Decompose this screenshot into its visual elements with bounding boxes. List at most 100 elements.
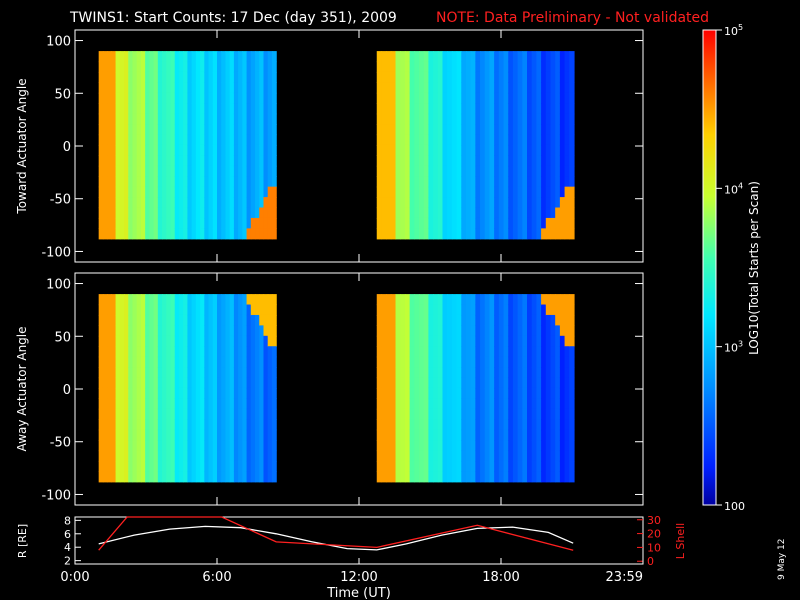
heatmap-cell [419,113,425,125]
heatmap-cell [217,294,222,306]
heatmap-cell [204,228,210,240]
heatmap-cell [174,346,180,358]
heatmap-cell [157,294,163,306]
heatmap-cell [115,71,121,83]
heatmap-cell [545,387,552,399]
heatmap-cell [569,134,575,146]
heatmap-cell [195,134,201,146]
heatmap-cell [564,82,570,94]
heatmap-cell [183,450,189,462]
heatmap-cell [503,304,509,316]
heatmap-cell [153,325,159,337]
heatmap-cell [145,314,150,326]
heatmap-cell [489,186,495,198]
heatmap-cell [208,82,214,94]
heatmap-cell [195,346,201,358]
heatmap-cell [259,377,265,389]
heatmap-cell [153,113,159,125]
heatmap-cell [170,176,176,188]
heatmap-cell [531,144,538,156]
heatmap-cell [390,228,397,240]
heatmap-cell [437,429,444,441]
heatmap-cell [433,103,439,115]
heatmap-cell [162,335,167,347]
heatmap-cell [111,387,117,399]
heatmap-cell [217,325,222,337]
heatmap-cell [136,408,142,420]
heatmap-cell [465,314,472,326]
heatmap-cell [145,460,150,472]
heatmap-cell [559,471,566,483]
heatmap-cell [494,419,500,431]
heatmap-cell [255,155,260,167]
heatmap-cell [404,103,411,115]
heatmap-cell [480,144,486,156]
heatmap-cell [484,124,491,136]
heatmap-cell [559,197,566,209]
heatmap-cell [162,134,167,146]
heatmap-cell [128,429,134,441]
heatmap-cell [376,228,383,240]
heatmap-cell [376,134,383,146]
y-tick-label: 100 [46,278,71,293]
heatmap-cell [119,387,125,399]
heatmap-cell [555,471,561,483]
heatmap-cell [419,228,425,240]
heatmap-cell [522,314,528,326]
heatmap-cell [238,450,243,462]
heatmap-cell [522,460,528,472]
heatmap-cell [465,304,472,316]
heatmap-cell [191,346,197,358]
heatmap-cell [111,207,117,219]
heatmap-cell [178,176,184,188]
heatmap-cell [195,61,201,73]
heatmap-cell [437,134,444,146]
heatmap-cell [409,377,415,389]
heatmap-cell [531,228,538,240]
heatmap-cell [107,134,112,146]
heatmap-cell [162,387,167,399]
heatmap-cell [437,155,444,167]
heatmap-cell [149,186,155,198]
heatmap-cell [419,429,425,441]
heatmap-cell [191,356,197,368]
heatmap-cell [470,155,476,167]
heatmap-cell [149,207,155,219]
heatmap-cell [157,113,163,125]
heatmap-cell [119,367,125,379]
heatmap-cell [381,419,387,431]
heatmap-cell [390,450,397,462]
heatmap-cell [250,124,256,136]
heatmap-cell [124,92,129,104]
heatmap-cell [200,450,205,462]
heatmap-cell [456,71,462,83]
heatmap-cell [437,197,444,209]
heatmap-cell [531,450,538,462]
heatmap-cell [433,71,439,83]
heatmap-cell [480,155,486,167]
heatmap-cell [259,61,265,73]
heatmap-cell [470,176,476,188]
heatmap-cell [508,429,514,441]
heatmap-cell [208,186,214,198]
heatmap-cell [183,429,189,441]
heatmap-cell [212,408,218,420]
heatmap-cell [166,134,172,146]
heatmap-cell [545,367,552,379]
heatmap-cell [555,176,561,188]
heatmap-cell [395,471,401,483]
heatmap-cell [221,450,227,462]
heatmap-cell [149,346,155,358]
heatmap-cell [225,228,231,240]
heatmap-cell [263,398,269,410]
heatmap-cell [564,304,570,316]
heatmap-cell [503,197,509,209]
heatmap-cell [98,304,104,316]
heatmap-cell [508,398,514,410]
heatmap-cell [267,346,273,358]
heatmap-cell [140,304,146,316]
heatmap-cell [395,113,401,125]
heatmap-cell [386,377,392,389]
y-tick-label: 50 [54,330,71,345]
heatmap-cell [517,207,523,219]
